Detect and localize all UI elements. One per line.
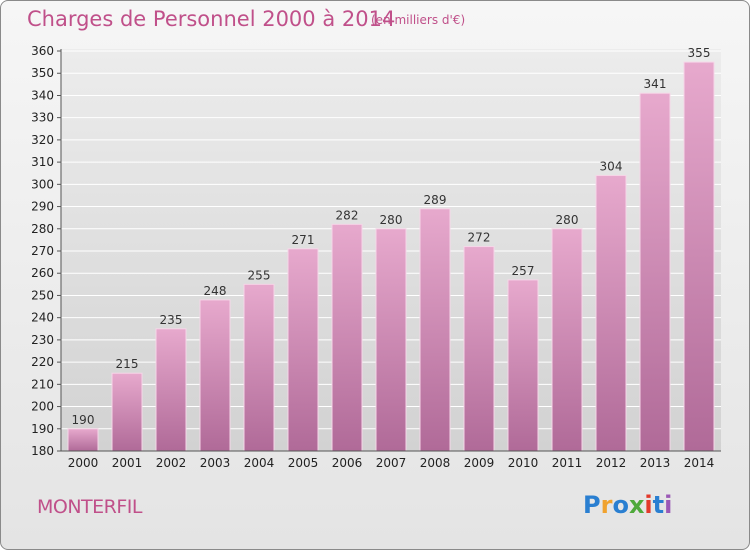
y-tick-label: 220 <box>31 355 54 369</box>
y-tick-label: 320 <box>31 133 54 147</box>
bar-2011 <box>551 228 583 452</box>
chart-title: Charges de Personnel 2000 à 2014 <box>27 7 396 31</box>
commune-name: MONTERFIL <box>37 496 143 518</box>
y-tick-label: 280 <box>31 222 54 236</box>
y-tick-label: 300 <box>31 177 54 191</box>
x-tick-label: 2006 <box>332 456 363 470</box>
y-tick-label: 270 <box>31 244 54 258</box>
y-tick-label: 260 <box>31 266 54 280</box>
x-tick-label: 2013 <box>640 456 671 470</box>
x-tick-label: 2011 <box>552 456 583 470</box>
y-tick-label: 290 <box>31 200 54 214</box>
logo-letter: o <box>612 491 629 519</box>
bar-2000 <box>67 428 99 452</box>
bar-2001 <box>111 372 143 452</box>
y-tick-label: 360 <box>31 44 54 58</box>
bar-value-label: 248 <box>204 284 227 298</box>
bar-value-label: 280 <box>556 213 579 227</box>
logo-letter: t <box>652 491 665 519</box>
logo-letter: r <box>600 491 613 519</box>
bar-value-label: 341 <box>644 77 667 91</box>
bar-2009 <box>463 246 495 452</box>
bar-value-label: 304 <box>600 159 623 173</box>
x-tick-label: 2000 <box>68 456 99 470</box>
bar-value-label: 190 <box>72 413 95 427</box>
y-tick-label: 200 <box>31 400 54 414</box>
y-tick-label: 190 <box>31 422 54 436</box>
y-tick-label: 250 <box>31 288 54 302</box>
bar-value-label: 272 <box>468 231 491 245</box>
bar-2013 <box>639 92 671 452</box>
y-tick-label: 310 <box>31 155 54 169</box>
bar-2004 <box>243 283 275 452</box>
y-tick-label: 180 <box>31 444 54 458</box>
bar-2005 <box>287 248 319 452</box>
y-tick-label: 240 <box>31 311 54 325</box>
proxiti-logo[interactable]: Proxiti <box>583 491 672 519</box>
bar-2008 <box>419 208 451 452</box>
x-tick-label: 2010 <box>508 456 539 470</box>
bar-value-label: 235 <box>160 313 183 327</box>
bar-value-label: 257 <box>512 264 535 278</box>
logo-letter: P <box>583 491 601 519</box>
bars: 190 215 235 248 255 271 282 280 289 272 257 280 304 3… <box>67 46 715 452</box>
x-tick-label: 2002 <box>156 456 187 470</box>
x-tick-label: 2001 <box>112 456 143 470</box>
bar-value-label: 280 <box>380 213 403 227</box>
y-tick-label: 210 <box>31 377 54 391</box>
bar-2010 <box>507 279 539 452</box>
logo-letter: i <box>644 491 653 519</box>
bar-value-label: 282 <box>336 208 359 222</box>
chart-unit: (en milliers d'€) <box>371 13 466 27</box>
logo-letter: x <box>628 491 645 519</box>
bar-value-label: 215 <box>116 357 139 371</box>
bar-value-label: 289 <box>424 193 447 207</box>
x-tick-label: 2005 <box>288 456 319 470</box>
bar-value-label: 271 <box>292 233 315 247</box>
x-tick-label: 2004 <box>244 456 275 470</box>
y-tick-label: 230 <box>31 333 54 347</box>
y-tick-label: 350 <box>31 66 54 80</box>
bar-2006 <box>331 223 363 452</box>
bar-value-label: 255 <box>248 268 271 282</box>
bar-2007 <box>375 228 407 452</box>
y-tick-label: 340 <box>31 88 54 102</box>
x-tick-label: 2009 <box>464 456 495 470</box>
x-tick-label: 2008 <box>420 456 451 470</box>
bar-2012 <box>595 174 627 452</box>
x-tick-label: 2003 <box>200 456 231 470</box>
bar-2002 <box>155 328 187 452</box>
bar-2014 <box>683 61 715 452</box>
x-axis: 2000 2001 2002 2003 2004 2005 2006 2007 2008 2009… <box>61 450 721 470</box>
bar-value-label: 355 <box>688 46 711 60</box>
logo-letter: i <box>664 491 673 519</box>
y-axis: 180 190 200 210 220 230 240 250 260 270 280 290 300 3… <box>31 44 62 458</box>
y-tick-label: 330 <box>31 111 54 125</box>
x-tick-label: 2012 <box>596 456 627 470</box>
x-tick-label: 2007 <box>376 456 407 470</box>
x-tick-label: 2014 <box>684 456 715 470</box>
bar-2003 <box>199 299 231 452</box>
